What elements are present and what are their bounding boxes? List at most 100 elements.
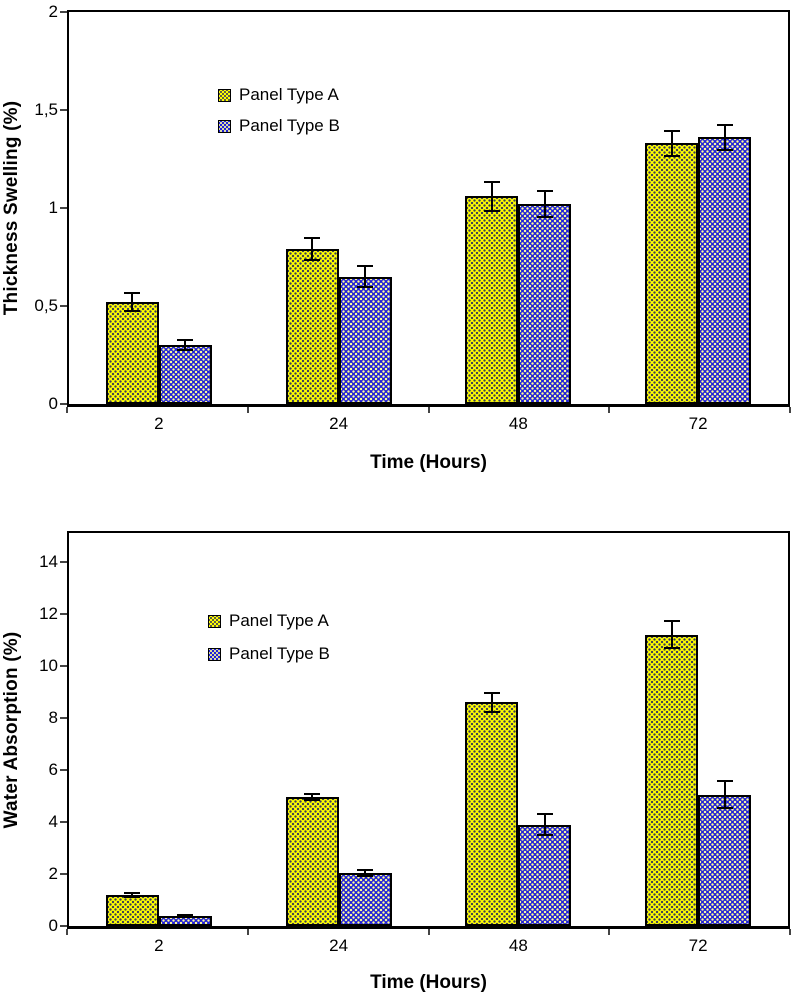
- error-bar-cap-top: [304, 237, 321, 240]
- error-bar-cap-bottom: [483, 710, 500, 713]
- error-bar-panel-b-72h: [716, 780, 733, 809]
- ytick-label: 4: [48, 811, 58, 831]
- xtick-mark: [246, 929, 249, 935]
- xtick-label-72h: 72: [688, 414, 708, 433]
- error-bar-stem: [364, 868, 367, 877]
- ytick-mark: [60, 716, 67, 719]
- xtick-label-24h: 24: [329, 936, 349, 955]
- error-bar-panel-a-72h: [663, 129, 680, 158]
- bar-panel-b-2h: [158, 915, 212, 926]
- xtick-mark: [66, 407, 68, 413]
- error-bar-stem: [723, 123, 726, 152]
- xtick-mark: [608, 929, 611, 935]
- legend-item-panel-type-b: Panel Type B: [208, 644, 330, 664]
- error-bar-panel-a-48h: [483, 691, 500, 713]
- error-bar-cap-bottom: [124, 895, 141, 898]
- ytick-mark: [60, 560, 67, 563]
- error-bar-cap-bottom: [357, 286, 374, 289]
- ytick-mark: [60, 612, 67, 615]
- xtick-label-48h: 48: [508, 936, 528, 955]
- legend-swatch-panel-type-b: [208, 647, 221, 661]
- error-bar-cap-top: [483, 691, 500, 694]
- xtick-label-48h: 48: [508, 414, 528, 433]
- error-bar-stem: [131, 891, 134, 898]
- bar-panel-a-48h: [465, 702, 519, 926]
- ytick-label: 2: [48, 2, 58, 21]
- ytick-mark: [60, 207, 67, 209]
- xtick-label-24h: 24: [329, 414, 349, 433]
- bar-panel-a-72h: [645, 143, 699, 404]
- error-bar-stem: [311, 237, 314, 261]
- bar-panel-b-24h: [338, 276, 392, 404]
- error-bar-cap-top: [716, 123, 733, 126]
- legend-swatch-panel-type-b: [218, 119, 231, 133]
- xtick-mark: [608, 407, 611, 413]
- ytick-label: 0: [48, 394, 58, 413]
- error-bar-stem: [311, 793, 314, 802]
- legend-label: Panel Type B: [229, 644, 330, 663]
- error-bar-stem: [184, 339, 187, 352]
- bar-panel-a-48h: [465, 196, 519, 404]
- error-bar-stem: [543, 812, 546, 837]
- ytick-label: 10: [39, 655, 58, 675]
- legend-swatch-panel-type-a: [218, 88, 231, 102]
- bar-panel-a-2h: [105, 894, 159, 926]
- legend-label: Panel Type A: [229, 611, 329, 630]
- ytick-label: 14: [39, 551, 58, 571]
- xtick-mark: [427, 929, 430, 935]
- legend-item-panel-type-b: Panel Type B: [218, 116, 340, 136]
- error-bar-stem: [543, 190, 546, 218]
- bar-panel-b-72h: [698, 137, 752, 404]
- ytick-mark: [60, 768, 67, 771]
- error-bar-cap-top: [663, 129, 680, 132]
- xtick-label-2h: 2: [154, 414, 164, 433]
- ytick-label: 0,5: [34, 296, 58, 315]
- xtick-mark: [789, 929, 791, 935]
- ytick-mark: [60, 11, 67, 13]
- error-bar-panel-a-24h: [304, 793, 321, 802]
- xtick-label-72h: 72: [688, 936, 708, 955]
- xtick-mark: [789, 407, 791, 413]
- error-bar-panel-a-2h: [124, 891, 141, 898]
- xtick-mark: [246, 407, 249, 413]
- error-bar-panel-b-72h: [716, 123, 733, 152]
- ytick-label: 1: [48, 198, 58, 217]
- bar-panel-a-24h: [285, 797, 339, 926]
- error-bar-panel-a-24h: [304, 237, 321, 261]
- error-bar-cap-bottom: [663, 646, 680, 649]
- xtick-label-2h: 2: [154, 936, 164, 955]
- x-axis-title-time-bottom: Time (Hours): [370, 972, 487, 993]
- ytick-mark: [60, 820, 67, 823]
- error-bar-stem: [670, 620, 673, 649]
- error-bar-cap-top: [124, 891, 141, 894]
- error-bar-cap-top: [304, 793, 321, 796]
- error-bar-stem: [723, 780, 726, 809]
- error-bar-cap-bottom: [536, 834, 553, 837]
- error-bar-stem: [490, 180, 493, 212]
- bar-panel-b-2h: [158, 345, 212, 404]
- xtick-mark: [66, 929, 68, 935]
- error-bar-stem: [670, 129, 673, 158]
- ytick-mark: [60, 664, 67, 667]
- bar-panel-b-72h: [698, 794, 752, 926]
- error-bar-cap-bottom: [536, 215, 553, 218]
- error-bar-panel-a-2h: [124, 292, 141, 312]
- xtick-mark: [427, 407, 430, 413]
- error-bar-cap-top: [536, 812, 553, 815]
- error-bar-cap-top: [663, 620, 680, 623]
- ytick-mark: [60, 872, 67, 875]
- bar-panel-b-24h: [338, 872, 392, 926]
- ytick-mark: [60, 925, 67, 927]
- error-bar-panel-b-2h: [177, 914, 194, 917]
- error-bar-cap-bottom: [304, 799, 321, 802]
- error-bar-cap-bottom: [124, 309, 141, 312]
- error-bar-panel-b-24h: [357, 868, 374, 877]
- bar-panel-a-24h: [285, 249, 339, 404]
- legend-label: Panel Type B: [239, 116, 340, 135]
- error-bar-panel-a-48h: [483, 180, 500, 212]
- error-bar-panel-b-48h: [536, 190, 553, 218]
- error-bar-stem: [490, 691, 493, 713]
- plot-area-thickness-swelling: Panel Type A Panel Type B: [67, 10, 790, 407]
- error-bar-panel-a-72h: [663, 620, 680, 649]
